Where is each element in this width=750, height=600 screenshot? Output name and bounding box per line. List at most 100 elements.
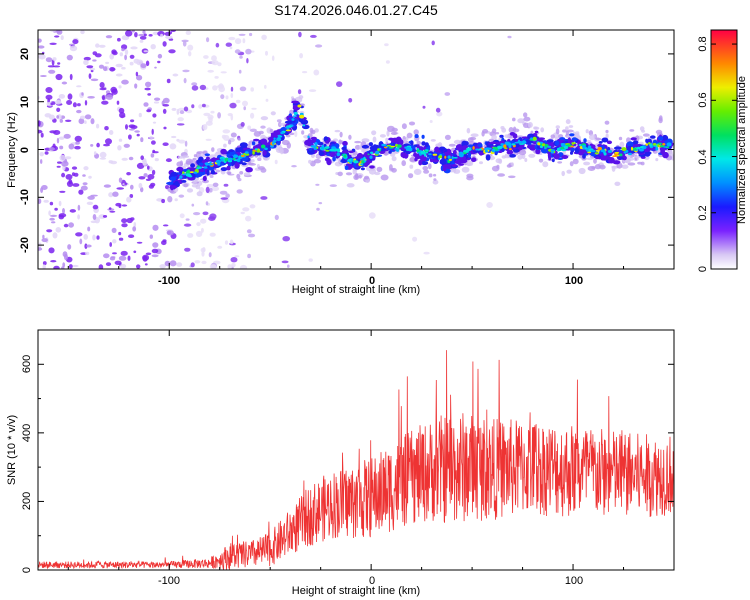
noise-blob [109, 242, 112, 247]
noise-blob [201, 103, 206, 108]
ridge-blob [661, 134, 669, 142]
noise-blob [129, 54, 135, 59]
noise-blob [144, 263, 148, 266]
noise-blob [215, 169, 221, 173]
halo-blob [270, 111, 276, 116]
ridge-core-blob [197, 165, 200, 168]
noise-blob [60, 35, 64, 40]
noise-blob [243, 106, 246, 111]
noise-blob [200, 247, 206, 253]
halo-blob [589, 134, 596, 141]
noise-blob [121, 218, 128, 224]
noise-blob [152, 121, 157, 124]
halo-blob [479, 161, 483, 165]
noise-blob [242, 38, 246, 44]
ridge-core-blob [607, 150, 613, 153]
ridge-blob [569, 133, 575, 137]
noise-blob [65, 119, 72, 123]
ridge-core-blob [449, 158, 452, 161]
ridge-core-blob [381, 143, 387, 147]
noise-blob [78, 118, 85, 125]
noise-blob [105, 138, 112, 145]
ridge-blob [169, 185, 178, 189]
halo-blob [286, 142, 291, 149]
ridge-core-blob [291, 118, 295, 121]
noise-blob [239, 264, 248, 269]
ridge-core-blob [369, 155, 373, 159]
halo-blob [437, 142, 443, 148]
noise-blob [138, 182, 143, 189]
ridge-core-blob [205, 162, 209, 166]
noise-blob [151, 169, 156, 175]
noise-blob [69, 45, 78, 52]
noise-blob [185, 218, 190, 221]
ridge-blob [348, 150, 354, 154]
noise-blob [38, 38, 42, 43]
noise-blob [79, 238, 83, 245]
noise-blob [138, 112, 142, 118]
noise-blob [119, 52, 124, 57]
noise-blob [176, 123, 185, 126]
ridge-core-blob [590, 149, 596, 153]
ridge-core-blob [566, 144, 572, 147]
noise-blob [194, 260, 201, 264]
ridge-core-blob [662, 143, 666, 146]
noise-blob [154, 66, 157, 69]
ridge-core-blob [597, 146, 602, 151]
ridge-blob [477, 143, 483, 148]
halo-blob [621, 164, 629, 169]
noise-blob [217, 84, 225, 89]
noise-blob [209, 175, 214, 178]
ridge-blob [395, 136, 402, 143]
noise-blob [246, 58, 249, 64]
ridge-blob [570, 147, 576, 151]
noise-blob [168, 49, 176, 54]
noise-blob [121, 35, 130, 41]
ridge-core-blob [578, 144, 582, 146]
ridge-blob [467, 151, 472, 158]
noise-blob [61, 172, 66, 178]
halo-blob [390, 131, 398, 135]
noise-blob [162, 142, 169, 146]
noise-blob [109, 67, 116, 72]
halo-blob [391, 127, 398, 132]
ridge-core-blob [560, 143, 566, 145]
halo-blob [376, 166, 383, 173]
ridge-blob [363, 151, 369, 158]
halo-blob [212, 182, 219, 187]
halo-blob [482, 129, 489, 134]
ridge-core-blob [277, 134, 282, 137]
noise-blob [152, 113, 157, 118]
noise-blob [47, 65, 56, 68]
noise-blob [134, 130, 140, 133]
halo-blob [413, 129, 419, 135]
noise-blob [76, 85, 82, 88]
noise-blob [118, 85, 122, 89]
halo-blob [298, 95, 304, 100]
halo-blob [453, 139, 462, 145]
noise-blob [48, 69, 56, 74]
halo-blob [568, 125, 574, 128]
noise-blob [59, 118, 63, 123]
halo-blob [223, 143, 227, 148]
ridge-core-blob [550, 149, 556, 152]
noise-blob [118, 107, 125, 114]
snr-series-line [38, 350, 674, 570]
noise-blob [135, 71, 139, 77]
noise-blob [92, 204, 99, 210]
colorbar-tick-label-4: 0.8 [697, 36, 709, 51]
noise-blob [69, 209, 77, 213]
noise-blob [211, 186, 220, 192]
noise-blob [62, 208, 65, 214]
ridge-core-blob [466, 147, 472, 152]
noise-blob [72, 183, 80, 187]
noise-blob [318, 202, 323, 205]
ridge-core-blob [245, 153, 250, 156]
noise-blob [142, 30, 146, 34]
noise-blob [152, 149, 156, 153]
noise-blob [225, 193, 230, 198]
halo-blob [354, 140, 362, 144]
halo-blob [253, 131, 262, 137]
ridge-blob [606, 140, 613, 145]
noise-blob [82, 174, 86, 177]
